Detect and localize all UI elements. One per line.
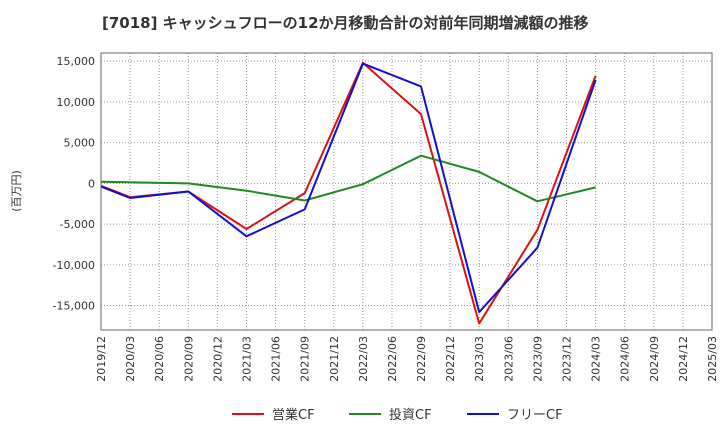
x-tick-label: 2023/09 bbox=[531, 336, 544, 382]
x-tick-label: 2021/09 bbox=[299, 336, 312, 382]
x-tick-label: 2019/12 bbox=[95, 336, 108, 382]
x-tick-label: 2024/09 bbox=[648, 336, 661, 382]
plot-frame bbox=[100, 52, 713, 331]
x-tick-label: 2025/03 bbox=[706, 336, 719, 382]
y-tick-label: 15,000 bbox=[57, 55, 96, 68]
x-tick-label: 2024/12 bbox=[677, 336, 690, 382]
chart-title: [7018] キャッシュフローの12か月移動合計の対前年同期増減額の推移 bbox=[102, 14, 589, 32]
x-tick-label: 2021/12 bbox=[328, 336, 341, 382]
x-tick-label: 2022/06 bbox=[386, 336, 399, 382]
x-tick-label: 2023/03 bbox=[473, 336, 486, 382]
legend-label: フリーCF bbox=[507, 408, 563, 423]
x-tick-label: 2020/09 bbox=[182, 336, 195, 382]
y-axis-label: (百万円) bbox=[10, 170, 23, 212]
series-line-投資CF bbox=[100, 154, 596, 203]
x-tick-label: 2022/09 bbox=[415, 336, 428, 382]
x-tick-label: 2024/03 bbox=[590, 336, 603, 382]
y-tick-label: 5,000 bbox=[64, 137, 96, 150]
legend-label: 営業CF bbox=[272, 407, 315, 423]
series-layer bbox=[100, 61, 597, 325]
x-tick-label: 2020/03 bbox=[124, 336, 137, 382]
x-tick-label: 2021/03 bbox=[240, 336, 253, 382]
x-axis-ticks: 2019/12 2020/03 2020/06 2020/09 2020/12 2021/… bbox=[95, 336, 719, 382]
y-tick-label: -15,000 bbox=[53, 300, 95, 313]
y-tick-label: 0 bbox=[88, 177, 95, 190]
x-tick-label: 2020/06 bbox=[153, 336, 166, 382]
x-tick-label: 2022/03 bbox=[357, 336, 370, 382]
x-tick-label: 2023/06 bbox=[502, 336, 515, 382]
x-tick-label: 2021/06 bbox=[270, 336, 283, 382]
x-tick-label: 2022/12 bbox=[444, 336, 457, 382]
legend: 営業CF 投資CF フリーCF bbox=[232, 407, 563, 423]
y-tick-label: -10,000 bbox=[53, 259, 95, 272]
y-tick-label: -5,000 bbox=[60, 218, 95, 231]
y-tick-label: 10,000 bbox=[57, 96, 96, 109]
x-tick-label: 2020/12 bbox=[211, 336, 224, 382]
y-axis-ticks: 15,000 10,000 5,000 0 -5,000 -10,000 -15,000 bbox=[53, 55, 95, 312]
grid-layer bbox=[101, 53, 712, 330]
x-tick-label: 2024/06 bbox=[619, 336, 632, 382]
legend-label: 投資CF bbox=[389, 407, 432, 423]
x-tick-label: 2023/12 bbox=[561, 336, 574, 382]
series-line-フリーCF bbox=[100, 62, 597, 314]
